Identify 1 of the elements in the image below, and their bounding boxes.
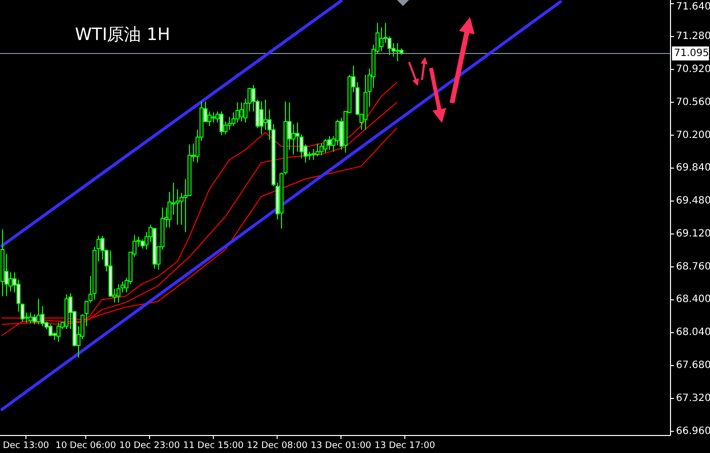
title: WTI原油 1H <box>75 25 170 45</box>
